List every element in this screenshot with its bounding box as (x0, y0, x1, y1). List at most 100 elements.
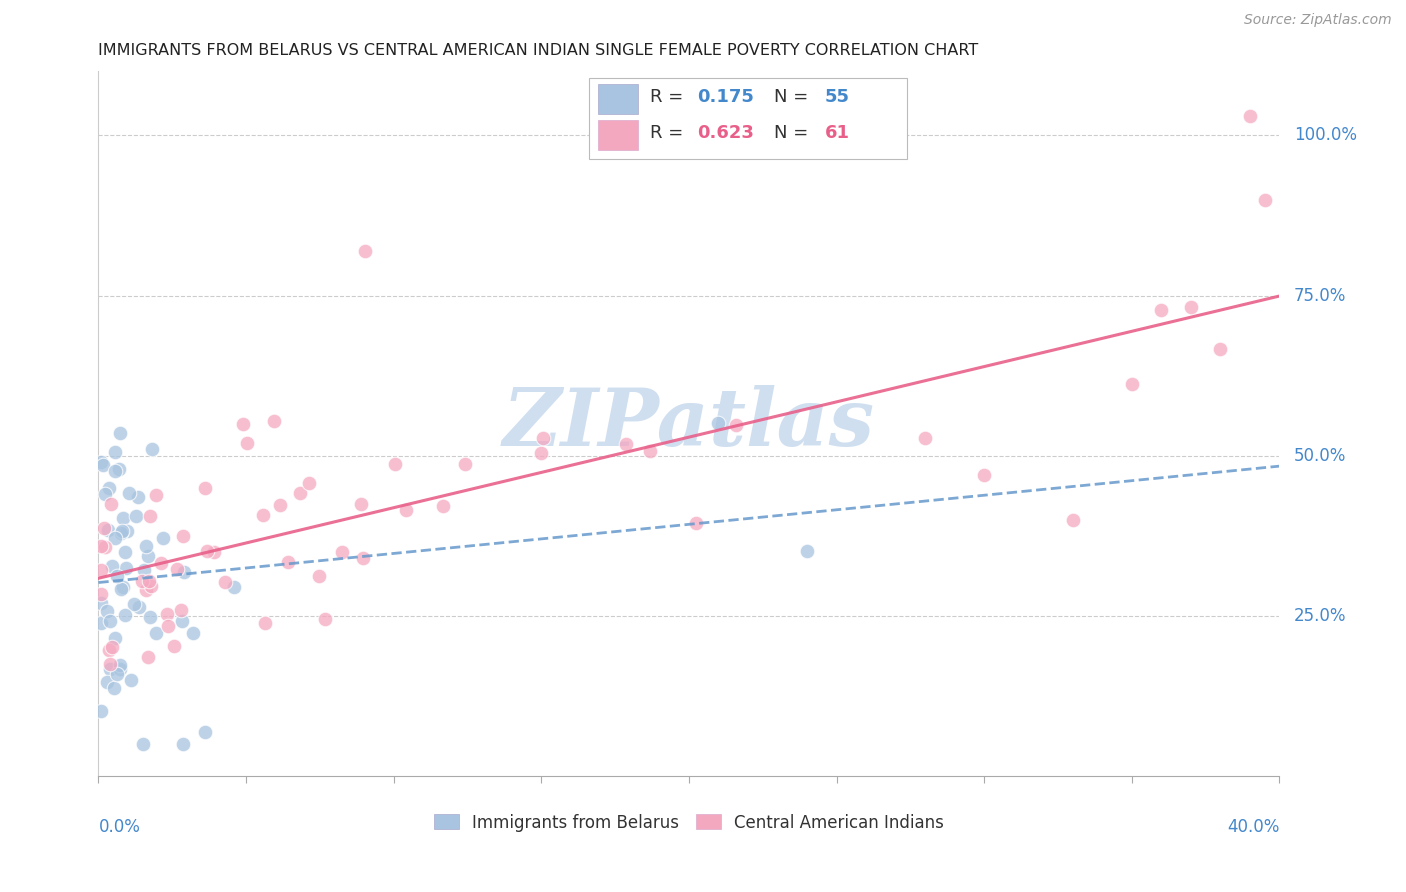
Point (914, 431, 936, 445)
Point (308, 569, 330, 583)
Text: 40.0%: 40.0% (1227, 818, 1279, 837)
Point (120, 673, 142, 687)
Point (103, 631, 125, 645)
Text: 0.623: 0.623 (697, 124, 754, 142)
Point (96, 675, 118, 690)
Point (110, 582, 132, 596)
Point (352, 550, 374, 565)
Point (90, 587, 112, 601)
Point (128, 600, 150, 615)
Point (90, 615, 112, 630)
Text: R =: R = (650, 88, 689, 106)
Text: 25.0%: 25.0% (1294, 607, 1346, 625)
Point (117, 486, 139, 500)
Point (107, 667, 129, 681)
Point (173, 566, 195, 580)
Point (330, 545, 353, 559)
Point (269, 499, 291, 513)
Point (93, 521, 115, 535)
Point (454, 457, 477, 471)
Point (125, 509, 148, 524)
Point (155, 607, 177, 621)
Point (114, 607, 136, 622)
Point (90, 596, 112, 610)
Point (252, 508, 274, 522)
Point (531, 431, 554, 445)
Point (231, 417, 253, 431)
Point (263, 414, 285, 428)
Text: 61: 61 (825, 124, 849, 142)
Point (1254, 193, 1277, 207)
Point (96, 604, 118, 618)
Point (138, 574, 160, 588)
Point (103, 681, 125, 695)
Point (214, 574, 236, 589)
Point (108, 658, 131, 673)
Point (98, 642, 121, 657)
Point (314, 612, 336, 626)
Point (1239, 109, 1261, 123)
Point (100, 661, 122, 675)
Point (98, 657, 121, 671)
Point (108, 662, 131, 676)
Point (93, 458, 115, 473)
Point (145, 488, 167, 502)
Point (349, 497, 371, 511)
Point (638, 443, 661, 458)
Point (181, 626, 204, 640)
Legend: Immigrants from Belarus, Central American Indians: Immigrants from Belarus, Central America… (427, 807, 950, 838)
Point (105, 568, 128, 582)
Point (236, 436, 259, 450)
Point (353, 244, 375, 258)
Point (277, 555, 299, 569)
Point (100, 559, 122, 574)
Point (152, 531, 174, 545)
FancyBboxPatch shape (589, 78, 907, 160)
Point (111, 524, 134, 539)
Point (1209, 342, 1232, 356)
Point (94, 487, 117, 501)
Point (796, 544, 818, 558)
Point (98, 481, 121, 495)
Point (135, 540, 157, 554)
Point (384, 457, 406, 471)
Point (136, 549, 159, 563)
Text: N =: N = (773, 88, 814, 106)
Point (104, 531, 127, 545)
Point (172, 737, 194, 751)
Point (136, 650, 159, 665)
Point (110, 526, 132, 541)
Point (156, 618, 179, 632)
Text: R =: R = (650, 124, 689, 142)
Point (97, 523, 120, 537)
Point (90, 539, 112, 553)
Point (114, 561, 136, 575)
Point (90, 455, 112, 469)
Point (166, 562, 188, 576)
Point (122, 598, 145, 612)
Point (1062, 513, 1084, 527)
Point (98, 614, 121, 628)
Point (132, 564, 155, 578)
Point (104, 464, 127, 478)
Point (150, 557, 173, 571)
Text: ZIPatlas: ZIPatlas (503, 385, 875, 462)
Text: 50.0%: 50.0% (1294, 447, 1346, 465)
Point (141, 442, 163, 457)
Point (132, 737, 155, 751)
Point (93, 541, 115, 555)
Point (614, 437, 637, 451)
Text: 75.0%: 75.0% (1294, 286, 1346, 304)
Point (172, 529, 194, 543)
Point (101, 640, 124, 655)
Point (290, 486, 312, 500)
Point (90, 563, 112, 577)
FancyBboxPatch shape (598, 120, 638, 150)
Point (104, 445, 127, 459)
Text: N =: N = (773, 124, 814, 142)
Point (135, 583, 157, 598)
Point (115, 524, 138, 538)
Point (112, 510, 135, 524)
Point (131, 574, 153, 588)
Point (1121, 376, 1143, 391)
